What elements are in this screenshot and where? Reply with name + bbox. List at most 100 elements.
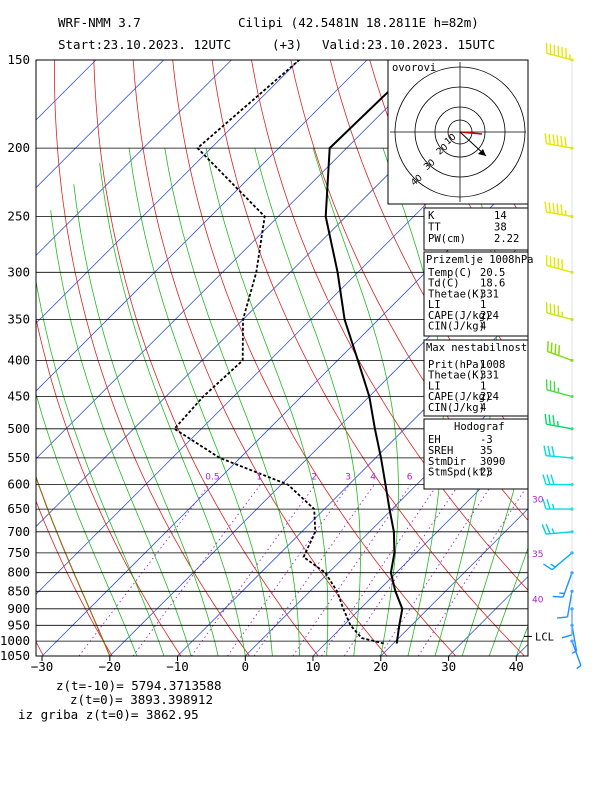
panel-row-label: Prit(hPa) [428, 359, 485, 371]
panel-row-label: SREH [428, 445, 453, 457]
panel-row-label: Thetae(K) [428, 288, 485, 300]
x-tick-label: 20 [373, 659, 388, 674]
x-tick-label: 40 [509, 659, 524, 674]
model-label: WRF-NMM 3.7 [58, 15, 141, 30]
panel-row-label: CAPE(J/kg) [428, 310, 491, 322]
panel-row-label: Temp(C) [428, 267, 472, 279]
dewpoint-profile [173, 60, 385, 645]
wind-barb [546, 341, 574, 362]
panel-row-label: EH [428, 434, 441, 446]
mixing-ratio-line [191, 484, 316, 656]
footer-line-2: z(t=0)= 3893.398912 [70, 692, 213, 707]
y-tick-label: 1050 [0, 648, 30, 663]
y-tick-label: 650 [7, 501, 30, 516]
mixing-ratio-line [227, 484, 350, 656]
isotherm [36, 60, 164, 189]
panel-row-value: 224 [480, 391, 499, 403]
dry-adiabat [132, 60, 388, 656]
mixing-ratio-line [379, 484, 493, 656]
start-label: Start:23.10.2023. 12UTC [58, 37, 231, 52]
panel-row-label: LI [428, 380, 441, 392]
isotherm [41, 169, 528, 656]
valid-label: Valid:23.10.2023. 15UTC [322, 37, 495, 52]
panel-row-value: 4 [480, 321, 486, 333]
hodograf-panel: Hodograf EH -3 SREH 35 StmDir 3090StmSpd(kt)2… [423, 418, 529, 490]
max-instability-frame [423, 339, 529, 417]
panel-row-value: 35 [480, 445, 493, 457]
moist-adiabat [99, 163, 246, 656]
x-tick-label: 0 [242, 659, 250, 674]
mixing-ratio-line [321, 484, 438, 656]
x-axis: −30 −20 −10 0 10 20 30 40 [31, 656, 524, 674]
y-tick-label: 350 [7, 312, 30, 327]
isotherm [36, 60, 368, 392]
panel-row-label: Td(C) [428, 278, 460, 290]
moist-adiabat [488, 547, 528, 656]
panel-row-value: -3 [480, 434, 493, 446]
indices-frame [423, 207, 529, 251]
mixing-ratio-label: 4 [370, 473, 376, 483]
surface-panel: Prizemlje 1008hPa Temp(C) 20.5 Td(C) 18.6Th… [423, 251, 533, 337]
panel-row-value: 4 [480, 402, 486, 414]
isotherm [36, 60, 435, 460]
mixing-ratio-line [292, 484, 412, 656]
lead-label: (+3) [272, 37, 302, 52]
y-tick-label: 700 [7, 524, 30, 539]
y-tick-label: 500 [7, 421, 30, 436]
panel-row-value: 14 [494, 210, 507, 222]
y-tick-label: 150 [7, 52, 30, 67]
footer-line-1: z(t=-10)= 5794.3713588 [56, 678, 222, 693]
isotherm [109, 237, 528, 656]
wind-barb [552, 571, 574, 598]
mixing-ratio-line [343, 484, 460, 656]
panel-row-label: TT [428, 222, 441, 234]
isotherm [584, 60, 600, 656]
hodograph-trace [459, 131, 483, 135]
isotherm [36, 60, 300, 324]
x-tick-label: −30 [31, 659, 54, 674]
panel-row-value: 23 [480, 467, 493, 479]
wind-speed-label: 30 [532, 496, 544, 506]
mixing-ratio-label: 0.5 [205, 473, 219, 483]
wind-barb [542, 474, 574, 487]
mixing-ratio-label: 3 [345, 473, 351, 483]
wind-barb [545, 379, 574, 399]
mixing-ratio-label: 1 [257, 473, 263, 483]
x-tick-label: 30 [441, 659, 456, 674]
panel-row-label: StmSpd(kt) [428, 467, 491, 479]
y-tick-label: 250 [7, 209, 30, 224]
y-tick-label: 400 [7, 352, 30, 367]
moist-adiabat [515, 624, 528, 656]
panel-row-value: 331 [480, 288, 499, 300]
panel-row-value: 1008 [480, 359, 505, 371]
panel-row-label: CIN(J/kg) [428, 321, 485, 333]
wind-barb [543, 551, 574, 571]
moist-adiabat [312, 147, 399, 656]
storm-motion-arrow [478, 149, 486, 156]
mixing-ratio-line [132, 484, 261, 656]
panel-row-value: 331 [480, 370, 499, 382]
panel-row-value: 1 [480, 299, 486, 311]
max-instability-panel: Max nestabilnost Prit(hPa)1008Thetae(K)3… [423, 339, 529, 417]
panel-row-label: Thetae(K) [428, 370, 485, 382]
panel-row-label: PW(cm) [428, 233, 466, 245]
profiles [173, 60, 422, 645]
hodograph-title: ovorovi [392, 62, 436, 74]
y-tick-label: 800 [7, 565, 30, 580]
moist-adiabat [254, 148, 361, 656]
wind-barb [544, 201, 574, 219]
panel-row-label: K [428, 210, 435, 222]
moist-adiabat [50, 210, 192, 656]
moist-adiabat [461, 436, 528, 656]
moist-adiabat [128, 148, 273, 656]
indices-panel: K 14 TT 38 PW(cm) 2.22 [423, 207, 529, 251]
y-tick-label: 300 [7, 264, 30, 279]
isotherm [516, 643, 528, 656]
temperature-profile [324, 60, 422, 644]
panel-row-value: 2.22 [494, 233, 519, 245]
moist-adiabat [164, 148, 300, 656]
wind-barb [557, 589, 574, 619]
